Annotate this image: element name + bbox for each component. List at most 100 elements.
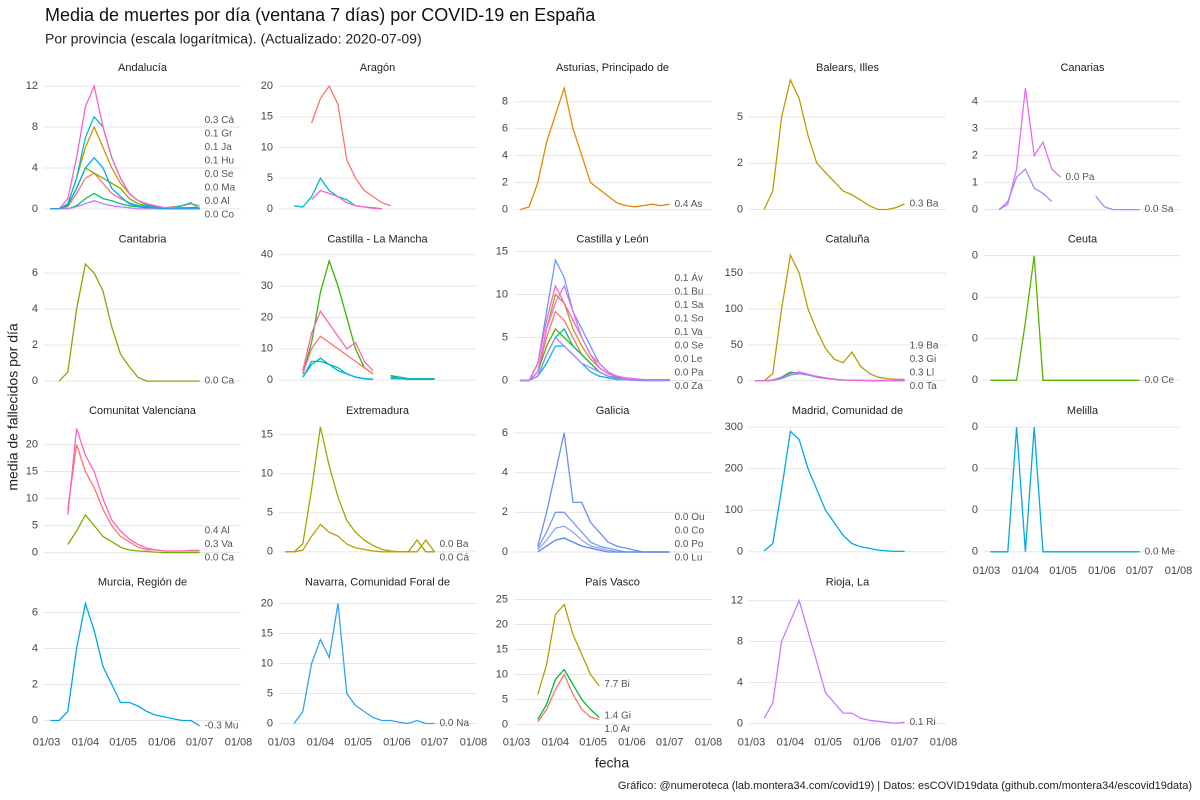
end-label: 0.3 Ll (910, 368, 934, 379)
y-tick-label: 4 (32, 642, 38, 654)
y-tick-label: 25 (496, 593, 508, 605)
y-tick-label: 0 (502, 204, 508, 216)
x-tick-label: 01/06 (618, 736, 646, 748)
end-label: 0.4 As (675, 199, 703, 210)
series-line (755, 252, 905, 382)
chart-title: Media de muertes por día (ventana 7 días… (45, 5, 596, 25)
y-tick-label: 5 (267, 687, 273, 699)
panel-title: Castilla y León (576, 233, 648, 245)
x-tick-label: 01/08 (930, 736, 958, 748)
y-tick-label: 6 (502, 123, 508, 135)
y-tick-label: 100 (725, 303, 743, 315)
y-tick-label: 6 (32, 267, 38, 279)
panel-title: Murcia, Región de (98, 576, 187, 588)
y-tick-label: 20 (261, 597, 273, 609)
series-line (50, 83, 200, 210)
y-tick-label: 300 (725, 421, 743, 433)
y-tick-label: 40 (261, 249, 273, 261)
y-tick-label: 10 (26, 493, 38, 505)
panel-title: Ceuta (1068, 233, 1098, 245)
end-label: 0.0 Pa (1066, 172, 1095, 183)
y-tick-label: 4 (502, 467, 508, 479)
panel-title: Balears, Illes (816, 62, 879, 74)
end-label: -0.3 Mu (205, 721, 239, 732)
x-tick-label: 01/05 (344, 736, 372, 748)
y-tick-label: 200 (725, 463, 743, 475)
series-line (520, 85, 670, 211)
x-tick-label: 01/08 (695, 736, 723, 748)
y-tick-label: 5 (267, 172, 273, 184)
series-line (311, 189, 382, 210)
series-line (285, 523, 436, 553)
y-tick-label: 0 (267, 203, 273, 215)
end-label: 0.0 Co (675, 526, 705, 537)
y-tick-label: 4 (32, 162, 38, 174)
x-tick-label: 01/06 (853, 736, 881, 748)
series-line (50, 156, 200, 210)
series-line (520, 284, 670, 382)
x-tick-label: 01/04 (777, 736, 805, 748)
x-tick-label: 01/05 (814, 736, 842, 748)
end-label: 1.9 Ba (910, 341, 939, 352)
end-label: 0.0 Ou (675, 512, 705, 523)
end-label: 0.0 Ta (910, 381, 937, 392)
end-label: 0.0 Za (675, 381, 704, 392)
y-tick-label: 15 (261, 429, 273, 441)
y-tick-label: 10 (496, 668, 508, 680)
end-label: 0.3 Va (205, 539, 234, 550)
series-line (302, 258, 435, 380)
end-label: 1.4 Gi (604, 711, 631, 722)
y-tick-label: 8 (502, 96, 508, 108)
end-label: 7.7 Bi (604, 679, 630, 690)
panel-title: Extremadura (346, 405, 410, 417)
x-tick-label: 01/03 (738, 736, 766, 748)
y-tick-label: 12 (26, 80, 38, 92)
y-tick-label: 0 (267, 546, 273, 558)
x-tick-label: 01/03 (503, 736, 531, 748)
series-line (302, 360, 435, 380)
chart-subtitle: Por provincia (escala logarítmica). (Act… (45, 31, 422, 47)
panel-title: Comunitat Valenciana (89, 405, 197, 417)
y-tick-label: 0 (972, 546, 978, 558)
y-tick-label: 2 (502, 506, 508, 518)
series-line (67, 428, 200, 552)
y-tick-label: 5 (502, 693, 508, 705)
y-tick-label: 0 (32, 714, 38, 726)
y-tick-label: 0 (267, 374, 273, 386)
x-tick-label: 01/03 (33, 736, 61, 748)
end-label: 0.0 Po (675, 539, 704, 550)
end-label: 0.1 Va (675, 327, 704, 338)
panel-title: Castilla - La Mancha (327, 233, 428, 245)
series-line (537, 537, 670, 553)
y-tick-label: 20 (26, 439, 38, 451)
y-tick-label: 0 (737, 203, 743, 215)
end-label: 0.0 Ca (205, 376, 235, 387)
x-tick-label: 01/07 (1126, 565, 1154, 577)
y-tick-label: 0 (972, 504, 978, 516)
y-tick-label: 15 (261, 111, 273, 123)
x-tick-label: 01/05 (109, 736, 137, 748)
y-tick-label: 2 (972, 150, 978, 162)
series-line (990, 255, 1140, 381)
series-line (763, 429, 905, 553)
y-tick-label: 0 (737, 717, 743, 729)
end-label: 0.3 Ba (910, 199, 939, 210)
series-line (302, 335, 435, 380)
end-label: 0.0 Al (205, 196, 230, 207)
y-axis-title: media de fallecidos por día (5, 323, 21, 491)
x-tick-label: 01/03 (268, 736, 296, 748)
series-line (50, 600, 200, 727)
y-tick-label: 12 (731, 595, 743, 607)
x-tick-label: 01/03 (973, 565, 1001, 577)
panel-title: Navarra, Comunidad Foral de (305, 576, 450, 588)
y-tick-label: 15 (496, 245, 508, 257)
series-line (310, 84, 391, 207)
y-tick-label: 6 (502, 427, 508, 439)
panel-title: Madrid, Comunidad de (792, 405, 903, 417)
y-tick-label: 0 (32, 547, 38, 559)
y-tick-label: 3 (972, 123, 978, 135)
y-tick-label: 0 (502, 374, 508, 386)
series-line (763, 598, 905, 725)
y-tick-label: 2 (32, 678, 38, 690)
